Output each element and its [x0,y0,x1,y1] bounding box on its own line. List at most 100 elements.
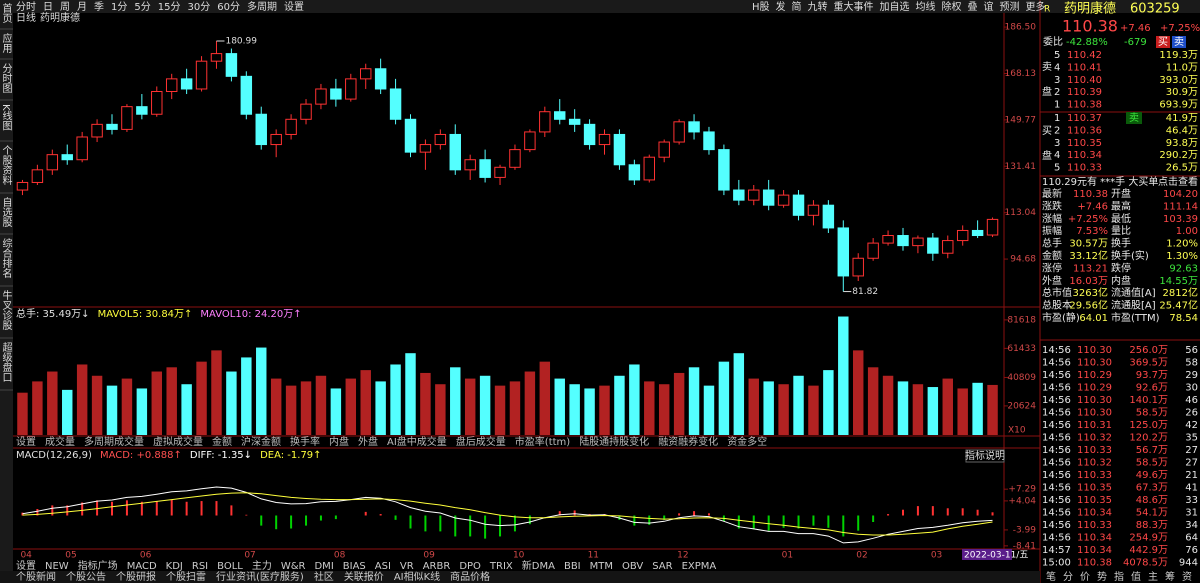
side-tab[interactable]: 分时图 [0,63,12,94]
panel-tab[interactable]: 分 [1063,571,1073,583]
toolbar-item[interactable]: 除权 [942,0,962,13]
indicator-tab[interactable]: 新DMA [522,559,555,572]
side-tab[interactable]: 个股资料 [0,145,12,186]
panel-tab[interactable]: 资 [1182,571,1192,583]
toolbar-item[interactable]: 多周期 [247,0,277,13]
toolbar-item[interactable]: 更多 [1026,0,1046,13]
volume-tab[interactable]: 盘后成交量 [456,435,506,448]
indicator-tab[interactable]: SAR [652,561,672,572]
panel-tab[interactable]: 值 [1131,570,1141,583]
volume-tab[interactable]: AI盘中成交量 [387,435,447,448]
volume-tab[interactable]: 换手率 [290,435,320,448]
volume-tab[interactable]: 资金多空 [727,435,767,448]
indicator-tab[interactable]: 主力 [252,559,272,572]
trade-time: 14:56 [1042,445,1071,456]
help-box[interactable] [965,449,1005,463]
indicator-tab[interactable]: ASI [375,561,391,572]
volume-tab[interactable]: 融资融券变化 [658,435,718,448]
side-tab[interactable]: 自选股 [0,196,12,228]
bottom-link[interactable]: 行业资讯(医疗服务) [216,570,304,583]
bottom-link[interactable]: 个股扫雷 [166,570,206,583]
toolbar-item[interactable]: 1分 [111,1,127,13]
indicator-tab[interactable]: ARBR [423,561,451,572]
toolbar-item[interactable]: 谊 [984,0,994,13]
indicator-tab[interactable]: KDJ [166,561,183,572]
side-tab[interactable]: 综合排名 [0,237,12,279]
bottom-link[interactable]: 关联报价 [344,570,384,583]
indicator-tab[interactable]: NEW [45,561,69,572]
bottom-link[interactable]: 商品价格 [450,570,490,583]
side-tab[interactable]: 牛叉诊股 [0,289,12,331]
volume-tab[interactable]: 陆股通持股变化 [579,435,649,448]
indicator-tab[interactable]: BIAS [343,561,366,572]
buy-button[interactable]: 买 [1158,36,1168,48]
side-tab[interactable]: 应用 [0,32,12,54]
toolbar-item[interactable]: 60分 [217,1,240,13]
toolbar-item[interactable]: 5分 [134,1,150,13]
indicator-tab[interactable]: TRIX [489,561,513,572]
stat-label: 开盘 [1111,187,1131,200]
panel-tab[interactable]: 势 [1097,570,1107,583]
side-tab[interactable]: 超级盘口 [0,341,12,382]
toolbar-item[interactable]: 发 [776,0,786,13]
toolbar-item[interactable]: H股 [752,1,770,13]
indicator-tab[interactable]: BOLL [217,561,243,572]
panel-tab[interactable]: 价 [1080,571,1090,583]
indicator-tab[interactable]: EXPMA [682,561,717,572]
indicator-tab[interactable]: DPO [459,561,481,572]
indicator-help[interactable]: 指标说明 [965,449,1005,462]
toolbar-item[interactable]: 预测 [1000,0,1020,13]
indicator-tab[interactable]: RSI [192,561,208,572]
indicator-tab[interactable]: VR [400,561,414,572]
volume-tab[interactable]: 金额 [212,435,232,448]
toolbar-item[interactable]: 加自选 [880,0,910,13]
indicator-tab[interactable]: MTM [590,561,613,572]
indicator-tab[interactable]: OBV [622,561,643,572]
toolbar-item[interactable]: 30分 [187,1,210,13]
panel-tab[interactable]: 主 [1148,571,1158,583]
panel-tab[interactable]: 笔 [1046,570,1056,583]
volume-tab[interactable]: 内盘 [329,435,349,448]
toolbar-item[interactable]: 均线 [916,0,936,13]
volume-tab[interactable]: 沪深金额 [241,435,281,448]
toolbar-item[interactable]: 周 [60,1,70,13]
panel-tab[interactable]: 指 [1114,570,1124,583]
toolbar-item[interactable]: 叠 [968,1,978,13]
indicator-tab[interactable]: W&R [281,561,306,572]
side-tab[interactable]: K线图 [0,104,12,131]
book-level: 4 [1054,62,1060,73]
toolbar-item[interactable]: 设置 [284,1,304,13]
toolbar-item[interactable]: 九转 [808,0,828,13]
volume-tab[interactable]: 虚拟成交量 [153,435,203,448]
toolbar-item[interactable]: 季 [94,1,104,13]
toolbar-item[interactable]: 重大事件 [834,0,874,13]
volume-tab[interactable]: 多周期成交量 [84,435,144,448]
volume-tab[interactable]: 市盈率(ttm) [515,435,570,448]
indicator-tab[interactable]: 设置 [16,560,36,572]
indicator-tab[interactable]: DMI [314,561,333,572]
toolbar-item[interactable]: 分时 [16,1,36,13]
bottom-link[interactable]: 个股新闻 [16,570,56,583]
side-tab[interactable]: 首页 [0,2,12,24]
toolbar-item[interactable]: 15分 [158,1,181,13]
indicator-tab[interactable]: MACD [127,561,157,572]
bottom-link[interactable]: 个股公告 [66,570,106,583]
indicator-tab[interactable]: BBI [564,561,581,572]
trade-volume: 49.6万 [1136,470,1168,481]
stock-name: 药明康德 [1064,1,1116,17]
volume-tab[interactable]: 外盘 [358,435,378,448]
volume-bar [32,381,43,435]
bottom-link[interactable]: 社区 [314,570,334,583]
toolbar-item[interactable]: 月 [77,1,87,13]
toolbar-item[interactable]: 日 [43,2,53,13]
toolbar-item[interactable]: 简 [792,0,802,13]
bottom-link[interactable]: 个股研报 [116,570,156,583]
volume-tab[interactable]: 成交量 [45,435,75,448]
indicator-tab[interactable]: 指标广场 [78,559,118,572]
book-volume: 46.4万 [1166,125,1198,136]
sell-button[interactable]: 卖 [1174,36,1184,48]
panel-tab[interactable]: 筹 [1165,570,1175,583]
big-order-link[interactable]: 点击查看 [1158,175,1198,188]
bottom-link[interactable]: AI相似K线 [394,570,440,583]
volume-tab[interactable]: 设置 [16,436,36,448]
